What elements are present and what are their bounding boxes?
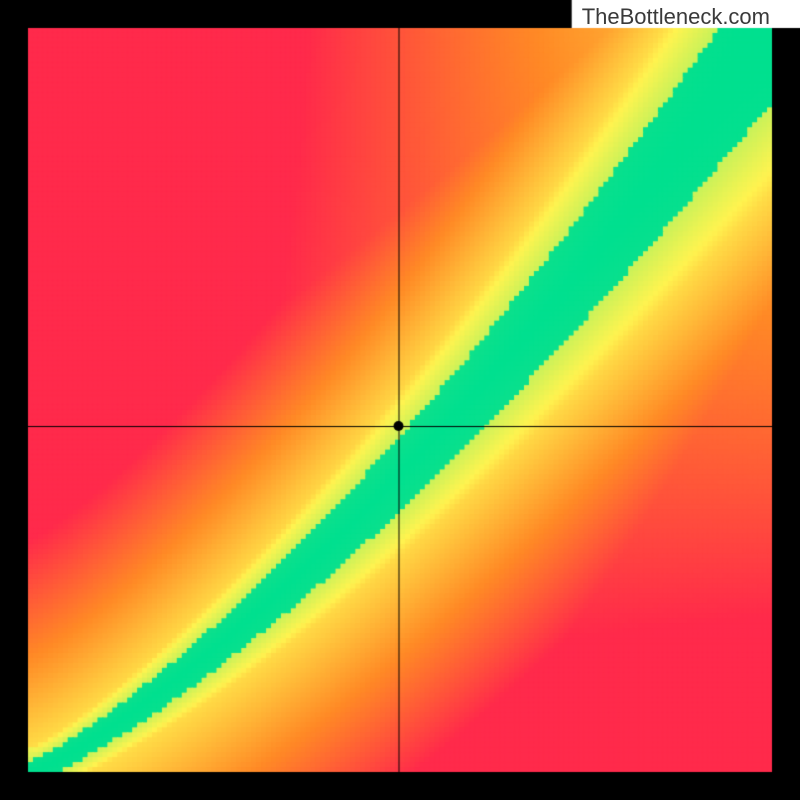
watermark-text: TheBottleneck.com	[582, 4, 770, 30]
chart-container: TheBottleneck.com	[0, 0, 800, 800]
bottleneck-heatmap	[0, 0, 800, 800]
